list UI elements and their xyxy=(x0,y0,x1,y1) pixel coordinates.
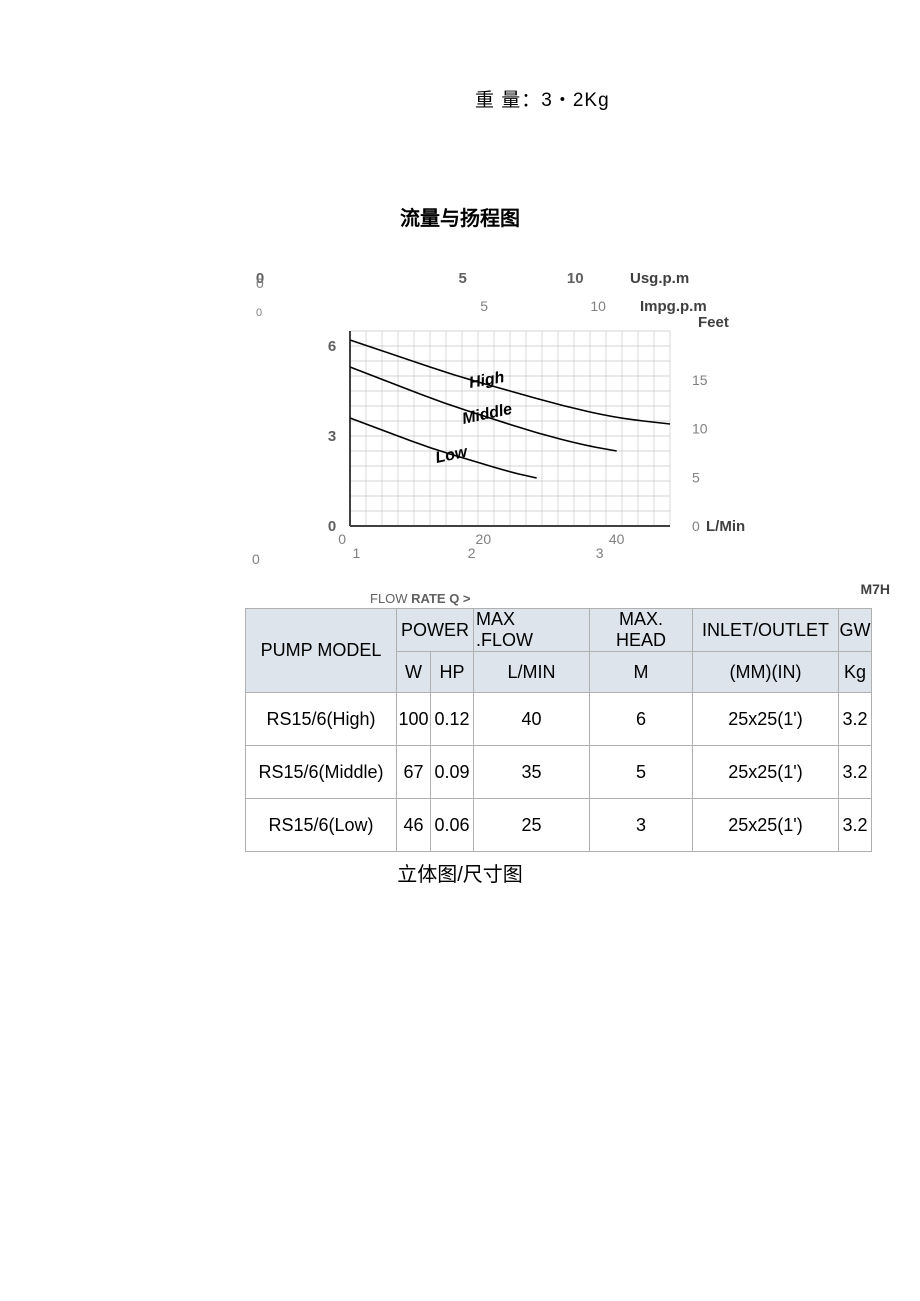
cell-head: 5 xyxy=(590,746,693,799)
svg-text:5: 5 xyxy=(458,271,466,287)
cell-hp: 0.06 xyxy=(431,799,474,852)
cell-w: 46 xyxy=(397,799,431,852)
flow-rate-prefix: FLOW xyxy=(370,591,411,606)
hdr-model: PUMP MODEL xyxy=(246,609,397,693)
svg-text:5: 5 xyxy=(692,469,700,485)
svg-text:40: 40 xyxy=(609,531,625,547)
flow-rate-bold: RATE Q > xyxy=(411,591,470,606)
hdr-gw: GW xyxy=(839,609,872,652)
svg-text:10: 10 xyxy=(590,298,606,314)
svg-text:0: 0 xyxy=(692,518,700,534)
weight-line: 重 量：3・2Kg xyxy=(475,85,920,112)
m7h-label: M7H xyxy=(860,581,890,597)
svg-text:Usg.p.m: Usg.p.m xyxy=(630,271,689,287)
axis-zero: 0 xyxy=(256,275,264,291)
hdr-mmin: (MM)(IN) xyxy=(693,652,839,693)
hdr-hp: HP xyxy=(431,652,474,693)
cell-hp: 0.09 xyxy=(431,746,474,799)
hdr-kg: Kg xyxy=(839,652,872,693)
hdr-io: INLET/OUTLET xyxy=(693,609,839,652)
spec-table: PUMP MODEL POWER MAX.FLOW MAX.HEAD INLET… xyxy=(245,608,872,852)
axis-zero: 0 xyxy=(252,551,260,567)
hdr-w: W xyxy=(397,652,431,693)
dimension-title: 立体图/尺寸图 xyxy=(0,858,920,887)
table-row: RS15/6(Low)460.0625325x25(1')3.2 xyxy=(246,799,872,852)
svg-text:15: 15 xyxy=(692,372,708,388)
cell-gw: 3.2 xyxy=(839,799,872,852)
svg-text:Feet: Feet xyxy=(698,314,729,331)
cell-io: 25x25(1') xyxy=(693,746,839,799)
svg-text:Impg.p.m: Impg.p.m xyxy=(640,298,707,315)
cell-w: 67 xyxy=(397,746,431,799)
cell-hp: 0.12 xyxy=(431,693,474,746)
flow-head-chart: 0 0 0 036204001230510Usg.p.m510Impg.p.mF… xyxy=(250,271,890,591)
cell-head: 3 xyxy=(590,799,693,852)
svg-text:6: 6 xyxy=(328,338,336,355)
hdr-power: POWER xyxy=(397,609,474,652)
svg-text:1: 1 xyxy=(353,545,361,561)
cell-model: RS15/6(High) xyxy=(246,693,397,746)
hdr-maxhead: MAX.HEAD xyxy=(590,609,693,652)
chart-svg: 036204001230510Usg.p.m510Impg.p.mFeet051… xyxy=(250,271,790,571)
cell-flow: 25 xyxy=(474,799,590,852)
svg-text:20: 20 xyxy=(476,531,492,547)
svg-text:5: 5 xyxy=(480,298,488,314)
flow-rate-q-label: FLOW RATE Q > xyxy=(370,591,920,606)
svg-text:0: 0 xyxy=(328,518,336,535)
cell-head: 6 xyxy=(590,693,693,746)
svg-text:2: 2 xyxy=(468,545,476,561)
svg-text:10: 10 xyxy=(692,421,708,437)
cell-io: 25x25(1') xyxy=(693,693,839,746)
svg-text:3: 3 xyxy=(328,428,336,445)
svg-text:3: 3 xyxy=(596,545,604,561)
table-row: RS15/6(Middle)670.0935525x25(1')3.2 xyxy=(246,746,872,799)
cell-model: RS15/6(Middle) xyxy=(246,746,397,799)
hdr-maxflow: MAX.FLOW xyxy=(474,609,590,652)
table-row: RS15/6(High)1000.1240625x25(1')3.2 xyxy=(246,693,872,746)
cell-w: 100 xyxy=(397,693,431,746)
axis-zero: 0 xyxy=(256,307,262,319)
cell-gw: 3.2 xyxy=(839,746,872,799)
cell-model: RS15/6(Low) xyxy=(246,799,397,852)
cell-gw: 3.2 xyxy=(839,693,872,746)
svg-text:Low: Low xyxy=(434,443,470,467)
cell-io: 25x25(1') xyxy=(693,799,839,852)
hdr-m: M xyxy=(590,652,693,693)
svg-text:10: 10 xyxy=(567,271,584,287)
chart-title: 流量与扬程图 xyxy=(0,202,920,231)
svg-text:0: 0 xyxy=(338,531,346,547)
hdr-lmin: L/MIN xyxy=(474,652,590,693)
svg-text:L/Min: L/Min xyxy=(706,518,745,535)
cell-flow: 35 xyxy=(474,746,590,799)
cell-flow: 40 xyxy=(474,693,590,746)
